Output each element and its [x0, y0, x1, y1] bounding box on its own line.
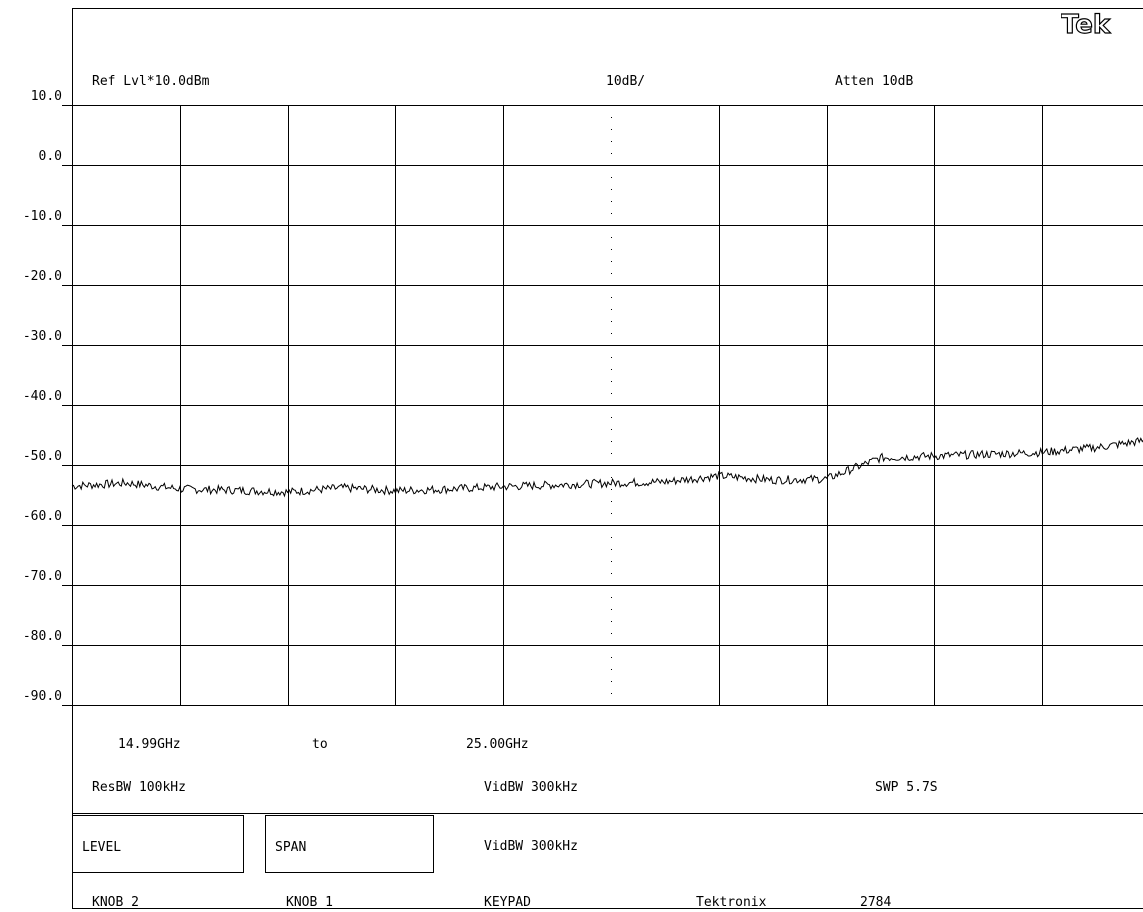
level-softkey-label: LEVEL — [82, 840, 122, 855]
y-tick-label: -40.0 — [22, 389, 62, 404]
y-tick-label: -80.0 — [22, 629, 62, 644]
level-softkey[interactable]: LEVEL — [72, 815, 244, 873]
to-label: to — [312, 737, 328, 752]
span-softkey-label: SPAN — [275, 840, 307, 855]
outer-frame — [72, 8, 1143, 909]
spectrum-trace — [71, 437, 1143, 498]
y-tick-label: -70.0 — [22, 569, 62, 584]
y-tick-label: -90.0 — [22, 689, 62, 704]
res-bw-label: ResBW 100kHz — [92, 780, 186, 795]
vid-bw-label: VidBW 300kHz — [484, 780, 578, 795]
scale-label: 10dB/ — [606, 74, 646, 89]
graticule — [62, 105, 1143, 706]
y-tick-label: -60.0 — [22, 509, 62, 524]
knob2-label: KNOB 2 — [92, 895, 139, 910]
y-tick-label: -30.0 — [22, 329, 62, 344]
sweep-time-label: SWP 5.7S — [875, 780, 938, 795]
manufacturer-label: Tektronix — [696, 895, 767, 910]
y-tick-label: 0.0 — [38, 149, 62, 164]
keypad-label: KEYPAD — [484, 895, 531, 910]
y-tick-label: -20.0 — [22, 269, 62, 284]
status-vid-bw: VidBW 300kHz — [484, 839, 578, 854]
stop-frequency: 25.00GHz — [466, 737, 529, 752]
tek-logo-text: Tek — [1061, 10, 1111, 39]
start-frequency: 14.99GHz — [118, 737, 181, 752]
y-tick-label: -10.0 — [22, 209, 62, 224]
trace-layer — [71, 437, 1143, 498]
y-tick-label: 10.0 — [30, 89, 62, 104]
knob1-label: KNOB 1 — [286, 895, 333, 910]
model-number: 2784 — [860, 895, 892, 910]
span-softkey[interactable]: SPAN — [265, 815, 434, 873]
tek-logo: Tek — [1060, 9, 1141, 43]
attenuation-label: Atten 10dB — [835, 74, 914, 89]
y-tick-label: -50.0 — [22, 449, 62, 464]
ref-level-label: Ref Lvl*10.0dBm — [92, 74, 210, 89]
